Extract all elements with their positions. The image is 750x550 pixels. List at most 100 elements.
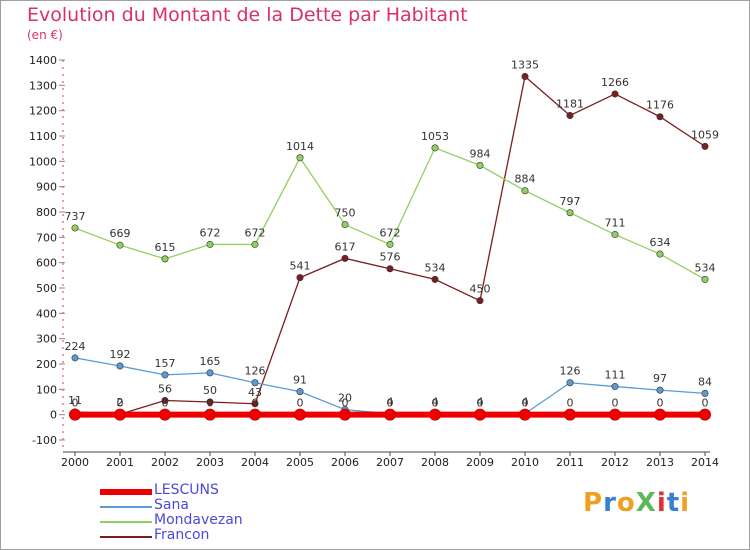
data-point-mondavezan <box>386 240 394 248</box>
y-tick-label: 1300 <box>29 79 57 92</box>
x-tick-label: 2010 <box>511 456 539 469</box>
data-label-sana: 4 <box>477 396 484 409</box>
data-point-lescuns <box>699 408 711 421</box>
data-point-lescuns <box>204 408 216 421</box>
data-label-lescuns: 0 <box>522 397 529 410</box>
y-tick-label: 1400 <box>29 54 57 67</box>
data-label-francon: 534 <box>425 261 446 274</box>
logo-letter: i <box>680 488 691 518</box>
legend-label: Sana <box>154 497 189 513</box>
data-point-lescuns <box>519 408 531 421</box>
legend-swatch <box>100 489 152 495</box>
legend-label: Francon <box>154 527 210 543</box>
data-point-mondavezan <box>701 275 709 283</box>
data-label-mondavezan: 615 <box>155 241 176 254</box>
data-point-mondavezan <box>656 250 664 258</box>
data-label-lescuns: 0 <box>72 397 79 410</box>
data-label-lescuns: 0 <box>342 397 349 410</box>
data-label-sana: 165 <box>200 355 221 368</box>
data-point-francon <box>341 254 349 262</box>
data-label-mondavezan: 737 <box>65 210 86 223</box>
data-point-mondavezan <box>206 240 214 248</box>
x-tick-label: 2008 <box>421 456 449 469</box>
data-label-lescuns: 0 <box>387 397 394 410</box>
data-label-mondavezan: 1014 <box>286 140 314 153</box>
logo-letter: r <box>603 488 617 518</box>
logo-letter: P <box>583 488 604 518</box>
legend-label: Mondavezan <box>154 512 243 528</box>
x-tick-label: 2004 <box>241 456 269 469</box>
data-point-sana <box>206 369 214 377</box>
x-tick-label: 2012 <box>601 456 629 469</box>
logo-letter: t <box>666 488 681 518</box>
data-label-francon: 11 <box>68 394 82 407</box>
data-point-sana <box>251 379 259 387</box>
data-label-sana: 84 <box>698 375 712 388</box>
data-label-mondavezan: 711 <box>605 217 626 230</box>
data-label-francon: 1176 <box>646 99 674 112</box>
data-label-lescuns: 0 <box>567 397 574 410</box>
data-point-lescuns <box>339 408 351 421</box>
data-point-sana <box>161 371 169 379</box>
data-point-lescuns <box>114 408 126 421</box>
data-label-lescuns: 0 <box>252 397 259 410</box>
data-point-sana <box>701 389 709 397</box>
x-tick-label: 2001 <box>106 456 134 469</box>
data-point-francon <box>476 297 484 305</box>
y-tick-label: -100 <box>32 434 57 447</box>
y-tick-label: 200 <box>36 358 57 371</box>
data-point-mondavezan <box>161 255 169 263</box>
data-point-francon <box>521 72 529 80</box>
data-label-mondavezan: 669 <box>110 227 131 240</box>
data-point-francon <box>656 113 664 121</box>
y-tick-label: 500 <box>36 282 57 295</box>
data-label-lescuns: 0 <box>657 397 664 410</box>
data-point-lescuns <box>474 408 486 421</box>
legend-swatch <box>100 521 152 523</box>
chart-series <box>69 72 711 421</box>
proxiti-logo[interactable]: ProXiti <box>583 488 690 518</box>
data-label-sana: 157 <box>155 357 176 370</box>
x-tick-label: 2000 <box>61 456 89 469</box>
data-label-lescuns: 0 <box>477 397 484 410</box>
logo-letter: X <box>635 488 657 518</box>
data-label-mondavezan: 984 <box>470 147 491 160</box>
data-label-francon: 541 <box>290 260 311 273</box>
data-label-francon: 617 <box>335 240 356 253</box>
data-point-francon <box>161 396 169 404</box>
legend-swatch <box>100 506 152 508</box>
y-tick-label: 600 <box>36 257 57 270</box>
x-tick-label: 2014 <box>691 456 719 469</box>
logo-letter: o <box>616 488 636 518</box>
x-tick-label: 2009 <box>466 456 494 469</box>
data-point-sana <box>296 388 304 396</box>
data-label-francon: 43 <box>248 386 262 399</box>
data-label-lescuns: 0 <box>702 397 709 410</box>
data-label-francon: 50 <box>203 384 217 397</box>
chart-subtitle: (en €) <box>27 28 63 42</box>
data-point-mondavezan <box>431 144 439 152</box>
data-label-lescuns: 0 <box>207 397 214 410</box>
data-label-mondavezan: 534 <box>695 261 716 274</box>
data-label-sana: 20 <box>338 392 352 405</box>
data-label-mondavezan: 750 <box>335 207 356 220</box>
data-point-francon <box>701 142 709 150</box>
data-point-lescuns <box>159 408 171 421</box>
data-point-mondavezan <box>116 241 124 249</box>
data-point-mondavezan <box>251 240 259 248</box>
data-point-francon <box>206 398 214 406</box>
data-label-francon: 56 <box>158 382 172 395</box>
data-label-sana: 4 <box>432 396 439 409</box>
data-label-sana: 126 <box>560 365 581 378</box>
data-label-lescuns: 0 <box>297 397 304 410</box>
data-label-sana: 91 <box>293 374 307 387</box>
y-tick-label: 700 <box>36 231 57 244</box>
data-point-mondavezan <box>71 224 79 232</box>
data-label-sana: 4 <box>387 396 394 409</box>
data-label-francon: 2 <box>117 396 124 409</box>
x-tick-label: 2011 <box>556 456 584 469</box>
data-label-lescuns: 0 <box>117 397 124 410</box>
x-tick-label: 2005 <box>286 456 314 469</box>
data-point-lescuns <box>249 408 261 421</box>
